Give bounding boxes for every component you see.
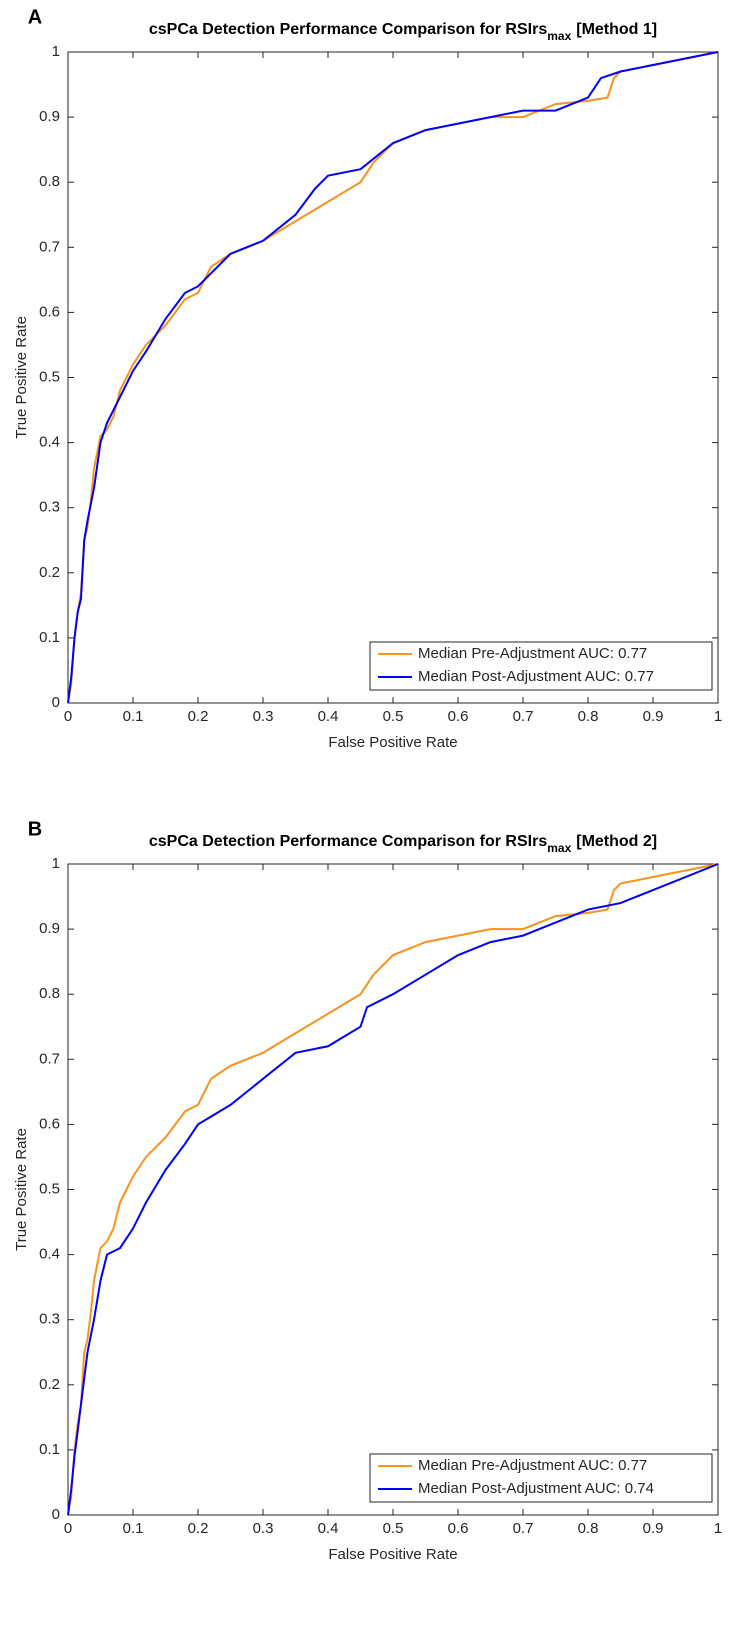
legend: Median Pre-Adjustment AUC: 0.77 Median Po… [369, 1453, 713, 1503]
x-tick-label: 0 [64, 1520, 72, 1537]
x-tick-label: 0.5 [383, 708, 404, 725]
x-tick-label: 0.1 [123, 708, 144, 725]
y-tick-label: 0.2 [39, 1376, 60, 1393]
x-tick-label: 0.2 [188, 1520, 209, 1537]
x-tick-label: 0.3 [253, 708, 274, 725]
x-tick-label: 0.6 [448, 1520, 469, 1537]
x-tick-label: 0.7 [513, 1520, 534, 1537]
legend-label: Median Pre-Adjustment AUC: 0.77 [418, 1457, 647, 1474]
y-tick-label: 0.4 [39, 434, 60, 451]
y-tick-label: 0.9 [39, 920, 60, 937]
legend-box [369, 641, 713, 691]
x-tick-label: 0.3 [253, 1520, 274, 1537]
panel-label: A [28, 6, 42, 28]
y-tick-label: 1 [52, 43, 60, 60]
x-tick-label: 0.9 [643, 708, 664, 725]
title-text: csPCa Detection Performance Comparison f… [149, 21, 547, 38]
x-tick-label: 0.5 [383, 1520, 404, 1537]
roc-line [67, 863, 719, 1516]
y-tick-label: 1 [52, 855, 60, 872]
y-tick-label: 0.7 [39, 1050, 60, 1067]
x-tick-label: 0.2 [188, 708, 209, 725]
x-tick-label: 1 [714, 708, 722, 725]
y-tick-label: 0.3 [39, 499, 60, 516]
legend-box [369, 1453, 713, 1503]
y-tick-label: 0.4 [39, 1246, 60, 1263]
x-tick-label: 0.8 [578, 708, 599, 725]
y-tick-label: 0.2 [39, 564, 60, 581]
x-tick-label: 1 [714, 1520, 722, 1537]
x-axis-label: False Positive Rate [328, 734, 457, 751]
y-tick-label: 0 [52, 694, 60, 711]
title-text: csPCa Detection Performance Comparison f… [149, 833, 547, 850]
title-suffix: [Method 1] [576, 21, 657, 38]
roc-line [67, 51, 719, 704]
legend-label: Median Post-Adjustment AUC: 0.74 [418, 1480, 654, 1497]
y-axis-label: True Positive Rate [13, 316, 30, 439]
x-tick-label: 0.8 [578, 1520, 599, 1537]
title-suffix: [Method 2] [576, 833, 657, 850]
y-tick-label: 0.8 [39, 173, 60, 190]
panel-label: B [28, 818, 42, 840]
chart-title: csPCa Detection Performance Comparison f… [149, 833, 657, 855]
y-tick-label: 0.8 [39, 985, 60, 1002]
x-tick-label: 0 [64, 708, 72, 725]
x-tick-label: 0.4 [318, 708, 339, 725]
plot-area [67, 863, 719, 1516]
roc-line [67, 863, 719, 1516]
title-subscript: max [547, 841, 571, 855]
legend-label: Median Post-Adjustment AUC: 0.77 [418, 668, 654, 685]
x-tick-label: 0.4 [318, 1520, 339, 1537]
y-tick-label: 0.5 [39, 1180, 60, 1197]
title-subscript: max [547, 29, 571, 43]
plot-area [67, 51, 719, 704]
x-tick-label: 0.7 [513, 708, 534, 725]
legend-label: Median Pre-Adjustment AUC: 0.77 [418, 645, 647, 662]
y-tick-label: 0.9 [39, 108, 60, 125]
y-tick-label: 0.5 [39, 368, 60, 385]
y-tick-label: 0 [52, 1506, 60, 1523]
y-axis-label: True Positive Rate [13, 1128, 30, 1251]
y-tick-label: 0.1 [39, 1441, 60, 1458]
y-tick-label: 0.7 [39, 238, 60, 255]
x-tick-label: 0.1 [123, 1520, 144, 1537]
y-tick-label: 0.1 [39, 629, 60, 646]
legend: Median Pre-Adjustment AUC: 0.77 Median Po… [369, 641, 713, 691]
x-tick-label: 0.6 [448, 708, 469, 725]
chart-title: csPCa Detection Performance Comparison f… [149, 21, 657, 43]
y-tick-label: 0.6 [39, 1115, 60, 1132]
y-tick-label: 0.3 [39, 1311, 60, 1328]
x-axis-label: False Positive Rate [328, 1546, 457, 1563]
x-tick-label: 0.9 [643, 1520, 664, 1537]
y-tick-label: 0.6 [39, 303, 60, 320]
